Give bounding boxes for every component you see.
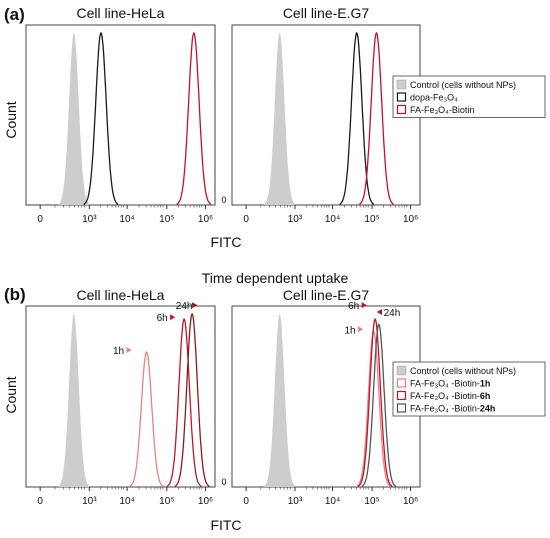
histogram-fa [176, 31, 212, 205]
panel-b-label: (b) [4, 285, 26, 304]
histogram-dopa [83, 31, 119, 205]
histogram-h6 [357, 317, 393, 487]
legend-swatch [396, 104, 407, 115]
legend-label: Control (cells without NPs) [410, 80, 516, 90]
annotation-arrow [361, 302, 367, 309]
annotation-label: 6h [157, 313, 168, 324]
plot-title: Cell line-E.G7 [283, 5, 370, 21]
panel-a-hela-plot: Cell line-HeLa 0 10³ 10⁴ 10⁵ 10⁶ [25, 5, 216, 225]
x-tick-label: 0 [37, 214, 43, 225]
legend-label-time: 6h [480, 391, 491, 401]
plot-frame [25, 305, 216, 488]
legend-label: dopa-Fe₃O₄ [410, 93, 458, 103]
y-axis-label-b: Count [3, 376, 19, 413]
control-histogram [58, 33, 90, 205]
x-tick-label: 10⁴ [325, 214, 340, 225]
histogram-h24 [361, 323, 397, 487]
y-zero-label: 0 [221, 477, 226, 487]
plot-frame [25, 24, 216, 206]
annotation-arrow [126, 347, 132, 354]
histogram-h6 [166, 318, 202, 487]
legend-label: FA-Fe₃O₄-Biotin [410, 105, 474, 115]
x-tick-label: 0 [243, 496, 249, 507]
x-axis-label-a: FITC [210, 234, 241, 250]
x-tick-label: 10⁴ [119, 214, 134, 225]
control-histogram [264, 33, 295, 205]
legend-label: FA-Fe₃O₄ -Biotin-24h [410, 404, 495, 414]
annotation-label: 6h [348, 301, 359, 312]
plot-frame [231, 24, 421, 206]
x-tick-label: 0 [37, 496, 43, 507]
x-tick-label: 10³ [288, 214, 303, 225]
histogram-h1 [129, 351, 164, 487]
x-tick-label: 10⁴ [119, 496, 134, 507]
legend-swatch [396, 365, 407, 376]
legend-label: Control (cells without NPs) [410, 366, 516, 376]
annotation-label: 1h [113, 346, 124, 357]
y-axis-label-a: Count [3, 101, 19, 138]
x-tick-label: 10⁶ [403, 496, 418, 507]
x-tick-label: 0 [243, 214, 249, 225]
x-tick-label: 10³ [82, 214, 97, 225]
legend-swatch [396, 403, 407, 413]
x-tick-label: 10⁴ [325, 496, 340, 507]
plot-title: Cell line-HeLa [77, 5, 165, 21]
histogram-dopa [339, 31, 375, 205]
legend-box [392, 75, 546, 118]
x-tick-label: 10⁵ [364, 214, 379, 225]
panel-a-label: (a) [4, 5, 25, 24]
annotation-label: 24h [384, 308, 401, 319]
histogram-h24 [174, 312, 210, 487]
legend-box [392, 361, 546, 417]
legend-swatch [396, 92, 407, 102]
x-tick-label: 10³ [82, 496, 97, 507]
y-zero-label: 0 [221, 195, 226, 205]
annotation-arrow [192, 302, 198, 309]
annotation-arrow [358, 326, 364, 333]
panel-b-title: Time dependent uptake [202, 270, 349, 286]
legend-label: FA-Fe₃O₄ -Biotin-1h [410, 379, 490, 389]
annotation-label: 1h [344, 325, 355, 336]
panel-a-eg7-plot: Cell line-E.G7 0 0 10³ 10⁴ 10⁵ 10⁶ Control (cel… [221, 5, 546, 225]
annotation-arrow [170, 314, 176, 321]
x-tick-label: 10⁵ [159, 214, 174, 225]
plot-title: Cell line-E.G7 [283, 287, 370, 303]
x-tick-label: 10⁵ [364, 496, 379, 507]
x-tick-label: 10³ [288, 496, 303, 507]
plot-frame [231, 305, 421, 488]
histogram-fa [359, 31, 394, 205]
annotation-label: 24h [176, 301, 193, 312]
panel-b-hela-plot: Cell line-HeLa 0 10³ 10⁴ 10⁵ 10⁶ 1h 6h 24h [25, 287, 216, 507]
legend-swatch [396, 378, 407, 388]
legend-swatch [396, 390, 407, 401]
legend-label: FA-Fe₃O₄ -Biotin-6h [410, 391, 490, 401]
control-histogram [58, 314, 90, 487]
legend-label-time: 24h [480, 404, 496, 414]
x-axis-label-b: FITC [210, 517, 241, 533]
x-tick-label: 10⁶ [198, 496, 213, 507]
legend-label-time: 1h [480, 379, 491, 389]
panel-b-eg7-plot: Cell line-E.G7 0 0 10³ 10⁴ 10⁵ 10⁶ 6h 24h 1h Contr… [221, 287, 546, 507]
x-tick-label: 10⁶ [403, 214, 418, 225]
plot-title: Cell line-HeLa [77, 287, 165, 303]
x-tick-label: 10⁵ [159, 496, 174, 507]
legend-swatch [396, 79, 407, 90]
annotation-arrow [376, 309, 382, 315]
control-histogram [264, 314, 295, 487]
x-tick-label: 10⁶ [198, 214, 213, 225]
